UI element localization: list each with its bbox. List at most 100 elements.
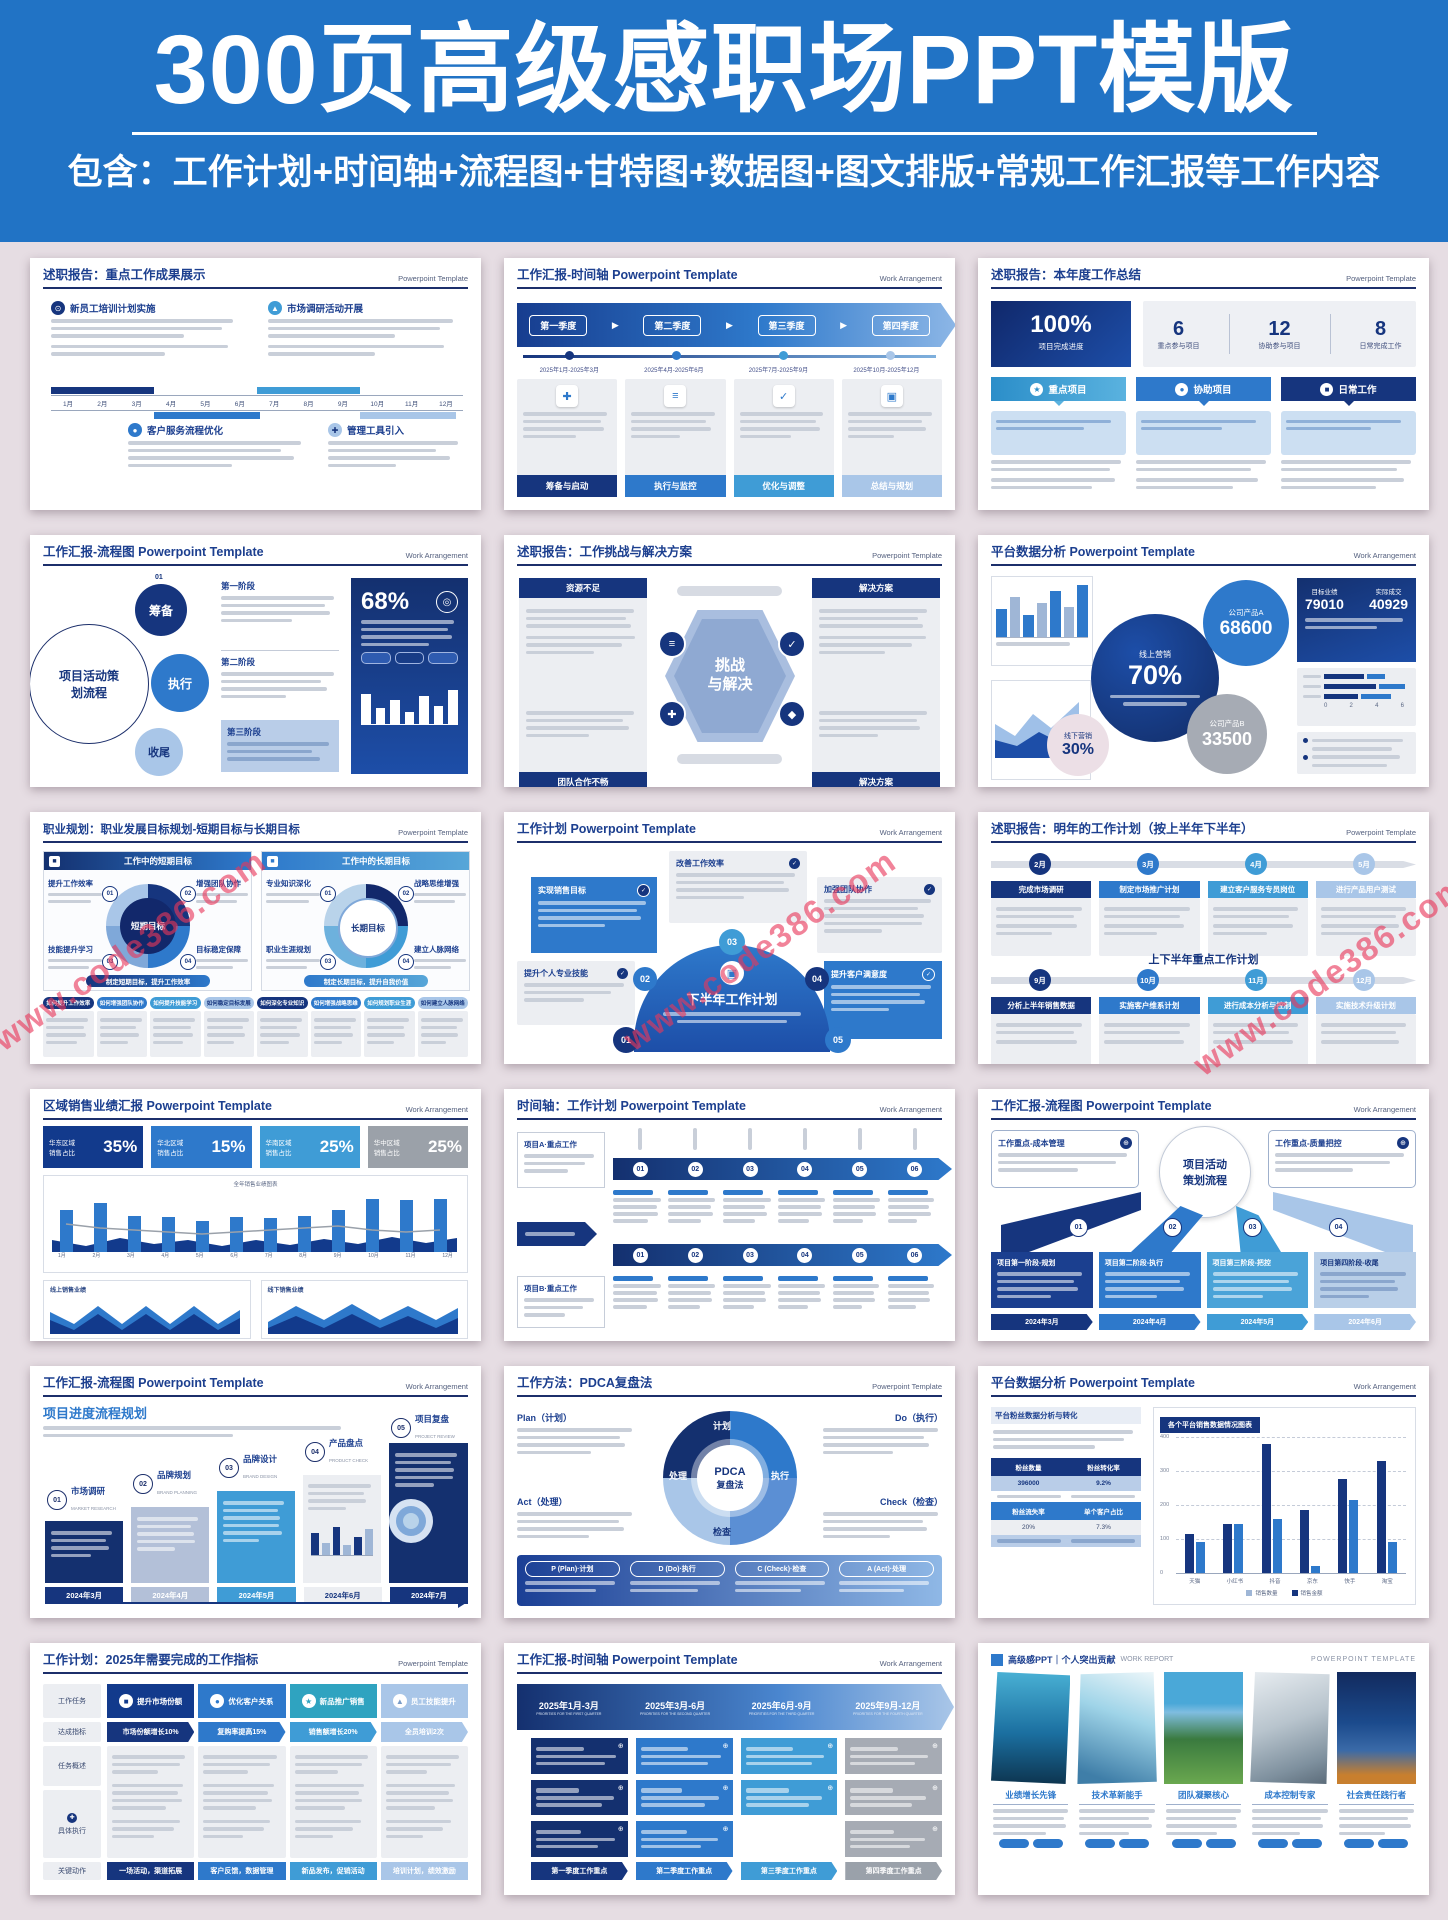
- quad-label: 目标稳定保障: [196, 944, 248, 973]
- tag-pill: [1378, 1839, 1409, 1848]
- slide-2025-kpi-matrix[interactable]: 工作计划：2025年需要完成的工作指标 Powerpoint Template 工…: [30, 1643, 481, 1895]
- step-circle: 执行: [151, 654, 209, 712]
- tag-pill: [1205, 1839, 1236, 1848]
- slide-challenges-solutions[interactable]: 述职报告：工作挑战与解决方案 Powerpoint Template 资源不足 团…: [504, 535, 955, 787]
- check-icon: ✓: [617, 968, 628, 979]
- quarter-ribbon: 第二季度工作重点: [635, 1862, 733, 1880]
- stage-columns: [613, 1186, 938, 1226]
- plan-column: 分析上半年销售数据: [991, 997, 1092, 1064]
- slide-annual-summary[interactable]: 述职报告：本年度工作总结 Powerpoint Template 100% 项目完…: [978, 258, 1429, 510]
- goal-card: 加强团队协作 ✓: [817, 877, 942, 953]
- quarter-card: ▣: [841, 379, 942, 479]
- phase-card: 项目第三阶段-把控: [1206, 1252, 1309, 1308]
- text-placeholder: [221, 672, 339, 698]
- slide-corner-label: Powerpoint Template: [872, 1382, 942, 1391]
- arrow-line: [45, 1602, 460, 1604]
- task-card: ⊕: [531, 1738, 628, 1774]
- axis-chevron: [517, 1222, 597, 1246]
- date-pill: 2024年7月: [389, 1587, 469, 1604]
- slide-pdca[interactable]: 工作方法：PDCA复盘法 Powerpoint Template PDCA 复盘法…: [504, 1366, 955, 1618]
- slide-corner-label: Powerpoint Template: [398, 1659, 468, 1668]
- slide-corner-label: Work Arrangement: [879, 1659, 942, 1668]
- region-tile: 华中区域销售占比 25%: [367, 1126, 468, 1168]
- pdca-pill-block: P (Plan)·计划: [525, 1561, 620, 1600]
- chart-title: 全年销售业绩图表: [233, 1182, 278, 1188]
- semicircle: ▣ 下半年工作计划: [634, 945, 830, 1052]
- date-pill: 2024年6月: [303, 1587, 382, 1604]
- action-pill: 客户反馈，数据管理: [198, 1862, 286, 1880]
- goal-card: 实现销售目标 ✓: [531, 877, 657, 953]
- kpi-head: ▲ 员工技能提升: [380, 1684, 468, 1718]
- slide-career-planning[interactable]: 职业规划：职业发展目标规划-短期目标与长期目标 Powerpoint Templa…: [30, 812, 481, 1064]
- pointer: [1343, 401, 1354, 411]
- feature-block: ⊙ 新员工培训计划实施: [51, 301, 241, 360]
- person-icon: ●: [210, 1694, 225, 1708]
- feature-block: ▲ 市场调研活动开展: [268, 301, 463, 360]
- slide-title: 工作汇报-流程图 Powerpoint Template: [43, 1376, 264, 1390]
- slide-quarter-cards[interactable]: 工作汇报-时间轴 Powerpoint Template Work Arrange…: [504, 1643, 955, 1895]
- kpi-head: ★ 新品推广销售: [289, 1684, 377, 1718]
- stage-button[interactable]: 总结与规划: [841, 475, 942, 497]
- stage-button[interactable]: 筹备与启动: [517, 475, 618, 497]
- center-circle: 项目活动策划流程: [1159, 1126, 1251, 1218]
- stage-button[interactable]: 执行与监控: [625, 475, 726, 497]
- stage-block-highlight: 第三阶段: [221, 720, 339, 772]
- short-term-panel: ■ 工作中的短期目标 短期目标 01 02 03 04 提升工作效率 增强团队协作…: [43, 851, 252, 991]
- divider: [1329, 314, 1331, 354]
- milestone: 04 产品盘点 PRODUCT CHECK: [305, 1437, 368, 1467]
- slide-h2-work-plan[interactable]: 工作计划 Powerpoint Template Work Arrangement…: [504, 812, 955, 1064]
- slide-next-year-plan[interactable]: 述职报告：明年的工作计划（按上半年下半年） Powerpoint Template…: [978, 812, 1429, 1064]
- slide-platform-analysis-table[interactable]: 平台数据分析 Powerpoint Template Work Arrangeme…: [978, 1366, 1429, 1618]
- plus-icon: ⊕: [617, 1826, 624, 1833]
- tab-column: 如何深化专业知识: [257, 997, 308, 1057]
- text-placeholder: [812, 598, 940, 708]
- quarter-pill: 第二季度: [643, 314, 702, 336]
- ring-label: 执行: [771, 1471, 790, 1481]
- slide-personal-contribution[interactable]: 高级感PPT｜个人突出贡献 WORK REPORT POWERPOINT TEM…: [978, 1643, 1429, 1895]
- slide-platform-analysis-circles[interactable]: 平台数据分析 Powerpoint Template Work Arrangeme…: [978, 535, 1429, 787]
- stage-button[interactable]: 优化与调整: [733, 475, 834, 497]
- quarter-banner: 2025年1月-3月 PRIORITIES FOR THE FIRST QUART…: [517, 1684, 954, 1730]
- text-placeholder: [519, 700, 647, 772]
- ring-center: 短期目标: [120, 898, 176, 954]
- bullet-notes: [1297, 732, 1416, 774]
- card-column: ⊕ ⊕: [740, 1738, 838, 1857]
- platform-bar-chart: 各个平台销售数据情况图表 400 300 200 100 0: [1153, 1407, 1416, 1605]
- step-number: 05: [825, 1027, 851, 1053]
- slide-key-achievements[interactable]: 述职报告：重点工作成果展示 Powerpoint Template ⊙ 新员工培训计…: [30, 258, 481, 510]
- slide-timeline-plan-dual[interactable]: 时间轴：工作计划 Powerpoint Template Work Arrange…: [504, 1089, 955, 1341]
- slide-flowchart-68[interactable]: 工作汇报-流程图 Powerpoint Template Work Arrange…: [30, 535, 481, 787]
- slide-title: 工作汇报-时间轴 Powerpoint Template: [517, 1653, 738, 1667]
- quad-label: 提升工作效率: [48, 878, 102, 907]
- mini-bar-chart: [991, 576, 1093, 666]
- tag-pill: [1085, 1839, 1116, 1848]
- tag-pill: [1291, 1839, 1322, 1848]
- slide-progress-staircase[interactable]: 工作汇报-流程图 Powerpoint Template Work Arrange…: [30, 1366, 481, 1618]
- focus-box: 工作重点-质量把控 ⊕: [1268, 1130, 1416, 1188]
- tag-pill: [998, 1839, 1029, 1848]
- check-icon: ✓: [637, 884, 650, 897]
- kpi-panel: 目标业绩 79010 实际成交 40929: [1297, 578, 1416, 662]
- user-icon: ▲: [392, 1694, 407, 1708]
- slide-timeline-report[interactable]: 工作汇报-时间轴 Powerpoint Template Work Arrange…: [504, 258, 955, 510]
- quarter-ribbon: 第四季度工作重点: [845, 1862, 942, 1880]
- quarter: 2025年9月-12月 PRIORITIES FOR THE FOURTH QUA…: [853, 1700, 923, 1716]
- slide-corner-label: Powerpoint Template: [398, 828, 468, 837]
- tag-pill: [1171, 1839, 1202, 1848]
- plan-column: 制定市场推广计划: [1099, 881, 1200, 956]
- milestone: 02 品牌规划 BRAND PLANNING: [133, 1469, 197, 1499]
- slide-title: 平台数据分析 Powerpoint Template: [991, 545, 1195, 559]
- slide-regional-sales[interactable]: 区域销售业绩汇报 Powerpoint Template Work Arrange…: [30, 1089, 481, 1341]
- slide-flowchart-ribbons[interactable]: 工作汇报-流程图 Powerpoint Template Work Arrange…: [978, 1089, 1429, 1341]
- text-placeholder: [289, 1746, 377, 1858]
- challenge-box: 团队合作不畅: [519, 700, 647, 787]
- numbered-list-placeholder: [1136, 460, 1271, 489]
- timeline-dot: [886, 351, 895, 360]
- text-placeholder: [1164, 1809, 1243, 1835]
- target-arrow: 市场份额增长10%: [107, 1722, 195, 1742]
- connector: [677, 586, 782, 596]
- slide-title: 工作汇报-时间轴 Powerpoint Template: [517, 268, 738, 282]
- quarter-card: ≡: [625, 379, 726, 479]
- text-placeholder: [221, 596, 339, 622]
